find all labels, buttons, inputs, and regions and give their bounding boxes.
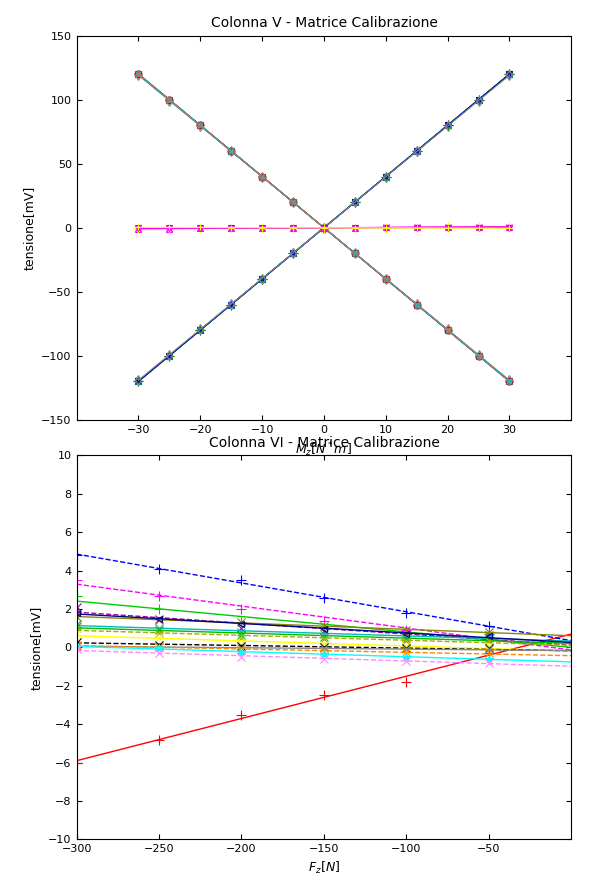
X-axis label: $M_z[N^*m]$: $M_z[N^*m]$ — [296, 440, 352, 459]
X-axis label: $F_z[N]$: $F_z[N]$ — [308, 860, 340, 876]
Title: Colonna VI - Matrice Calibrazione: Colonna VI - Matrice Calibrazione — [209, 436, 439, 450]
Y-axis label: tensione[mV]: tensione[mV] — [30, 605, 43, 689]
Y-axis label: tensione[mV]: tensione[mV] — [23, 186, 36, 270]
Title: Colonna V - Matrice Calibrazione: Colonna V - Matrice Calibrazione — [210, 16, 438, 30]
